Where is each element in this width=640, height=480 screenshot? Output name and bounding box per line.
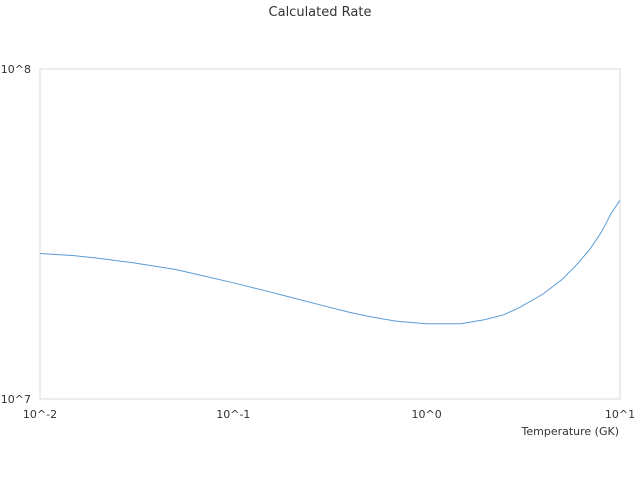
x-tick-label: 10^0 bbox=[412, 408, 442, 421]
y-axis-tick-labels: 10^7 10^8 bbox=[1, 63, 31, 406]
x-axis-label: Temperature (GK) bbox=[521, 425, 620, 438]
series-group bbox=[39, 200, 621, 325]
x-axis-tick-labels: 10^-2 10^-1 10^0 10^1 bbox=[23, 408, 635, 421]
plot-area bbox=[39, 68, 621, 400]
x-tick-label: 10^-2 bbox=[23, 408, 57, 421]
chart-title: Calculated Rate bbox=[269, 5, 372, 20]
x-tick-label: 10^1 bbox=[605, 408, 635, 421]
y-tick-label: 10^8 bbox=[1, 63, 31, 76]
y-tick-label: 10^7 bbox=[1, 393, 31, 406]
series-line bbox=[39, 200, 621, 325]
x-tick-label: 10^-1 bbox=[216, 408, 250, 421]
